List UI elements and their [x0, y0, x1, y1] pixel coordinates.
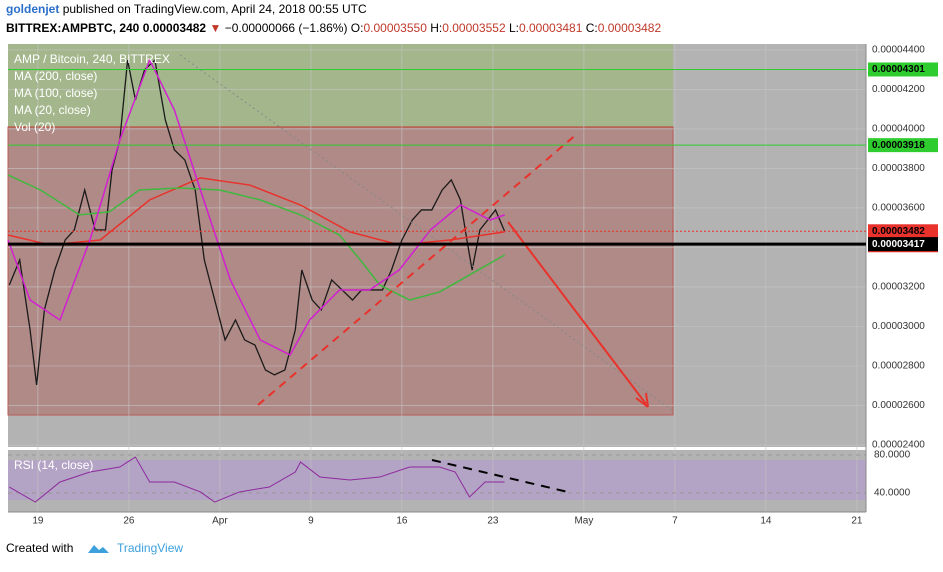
rsi-line [9, 456, 505, 503]
level-box [868, 62, 938, 77]
ohlc-label: C: [586, 21, 598, 35]
series-line [7, 58, 505, 356]
y-tick-label: 0.00002800 [872, 361, 925, 372]
series-line [7, 174, 505, 301]
level-box [868, 237, 938, 252]
level-box [868, 224, 938, 239]
volume-label: Vol (20) [14, 120, 55, 134]
level-label: 0.00003482 [872, 226, 925, 237]
ohlc-label: O: [351, 21, 364, 35]
grid [8, 44, 866, 512]
x-tick-label: 14 [760, 516, 772, 527]
y-tick-label: 0.00003600 [872, 203, 925, 214]
x-tick-label: 9 [308, 516, 314, 527]
x-tick-label: 26 [123, 516, 135, 527]
trend-line [179, 54, 673, 411]
arrow [507, 221, 647, 405]
level-label: 0.00004301 [872, 64, 925, 75]
rsi-trend [431, 459, 569, 493]
ohlc-value: 0.00003482 [598, 21, 662, 35]
rsi-label: RSI (14, close) [14, 458, 93, 472]
ohlc-value: 0.00003550 [363, 21, 427, 35]
x-tick-label: 16 [396, 516, 408, 527]
y-tick-label: 0.00003200 [872, 282, 925, 293]
ohlc-label: L: [509, 21, 519, 35]
legend-entry: MA (100, close) [14, 86, 97, 100]
footer-created: Created with [6, 541, 73, 555]
logo [88, 545, 109, 553]
x-tick-label: 21 [851, 516, 863, 527]
y-tick-label: 0.00002600 [872, 400, 925, 411]
legend-entry: MA (20, close) [14, 103, 91, 117]
level-label: 0.00003417 [872, 239, 925, 250]
red-zone [7, 126, 674, 416]
published: published on TradingView.com, April 24, … [63, 2, 367, 16]
x-tick-label: 7 [672, 516, 678, 527]
y-tick-label: 0.00004400 [872, 45, 925, 56]
rsi-tick-label: 40.0000 [874, 488, 911, 499]
y-tick-label: 0.00003000 [872, 321, 925, 332]
series-line [8, 58, 506, 386]
y-tick-label: 0.00004200 [872, 84, 925, 95]
rsi-band [8, 460, 866, 500]
y-tick-label: 0.00003800 [872, 163, 925, 174]
arrow: ▼ [209, 21, 221, 35]
last: 0.00003482 [143, 21, 207, 35]
change: −0.00000066 (−1.86%) [225, 21, 348, 35]
x-tick-label: 23 [487, 516, 499, 527]
ohlc-label: H: [430, 21, 442, 35]
level-box [868, 138, 938, 153]
author: goldenjet [6, 2, 59, 16]
ohlc-value: 0.00003552 [442, 21, 506, 35]
arrow-head [635, 392, 649, 408]
ohlc-value: 0.00003481 [519, 21, 583, 35]
footer-brand[interactable]: TradingView [117, 541, 183, 555]
x-tick-label: Apr [212, 516, 228, 527]
y-tick-label: 0.00002400 [872, 440, 925, 451]
header: goldenjet published on TradingView.com, … [6, 2, 367, 16]
green-zone [8, 44, 673, 127]
x-tick-label: May [574, 516, 593, 527]
level-label: 0.00003918 [872, 140, 925, 151]
symbol: BITTREX:AMPBTC, 240 [6, 21, 140, 35]
x-tick-label: 19 [32, 516, 44, 527]
legend-entry: MA (200, close) [14, 69, 97, 83]
y-tick-label: 0.00004000 [872, 124, 925, 135]
legend-entry: AMP / Bitcoin, 240, BITTREX [14, 52, 170, 66]
header-line: BITTREX:AMPBTC, 240 0.00003482 ▼ −0.0000… [6, 21, 661, 35]
rsi-tick-label: 80.0000 [874, 450, 911, 461]
